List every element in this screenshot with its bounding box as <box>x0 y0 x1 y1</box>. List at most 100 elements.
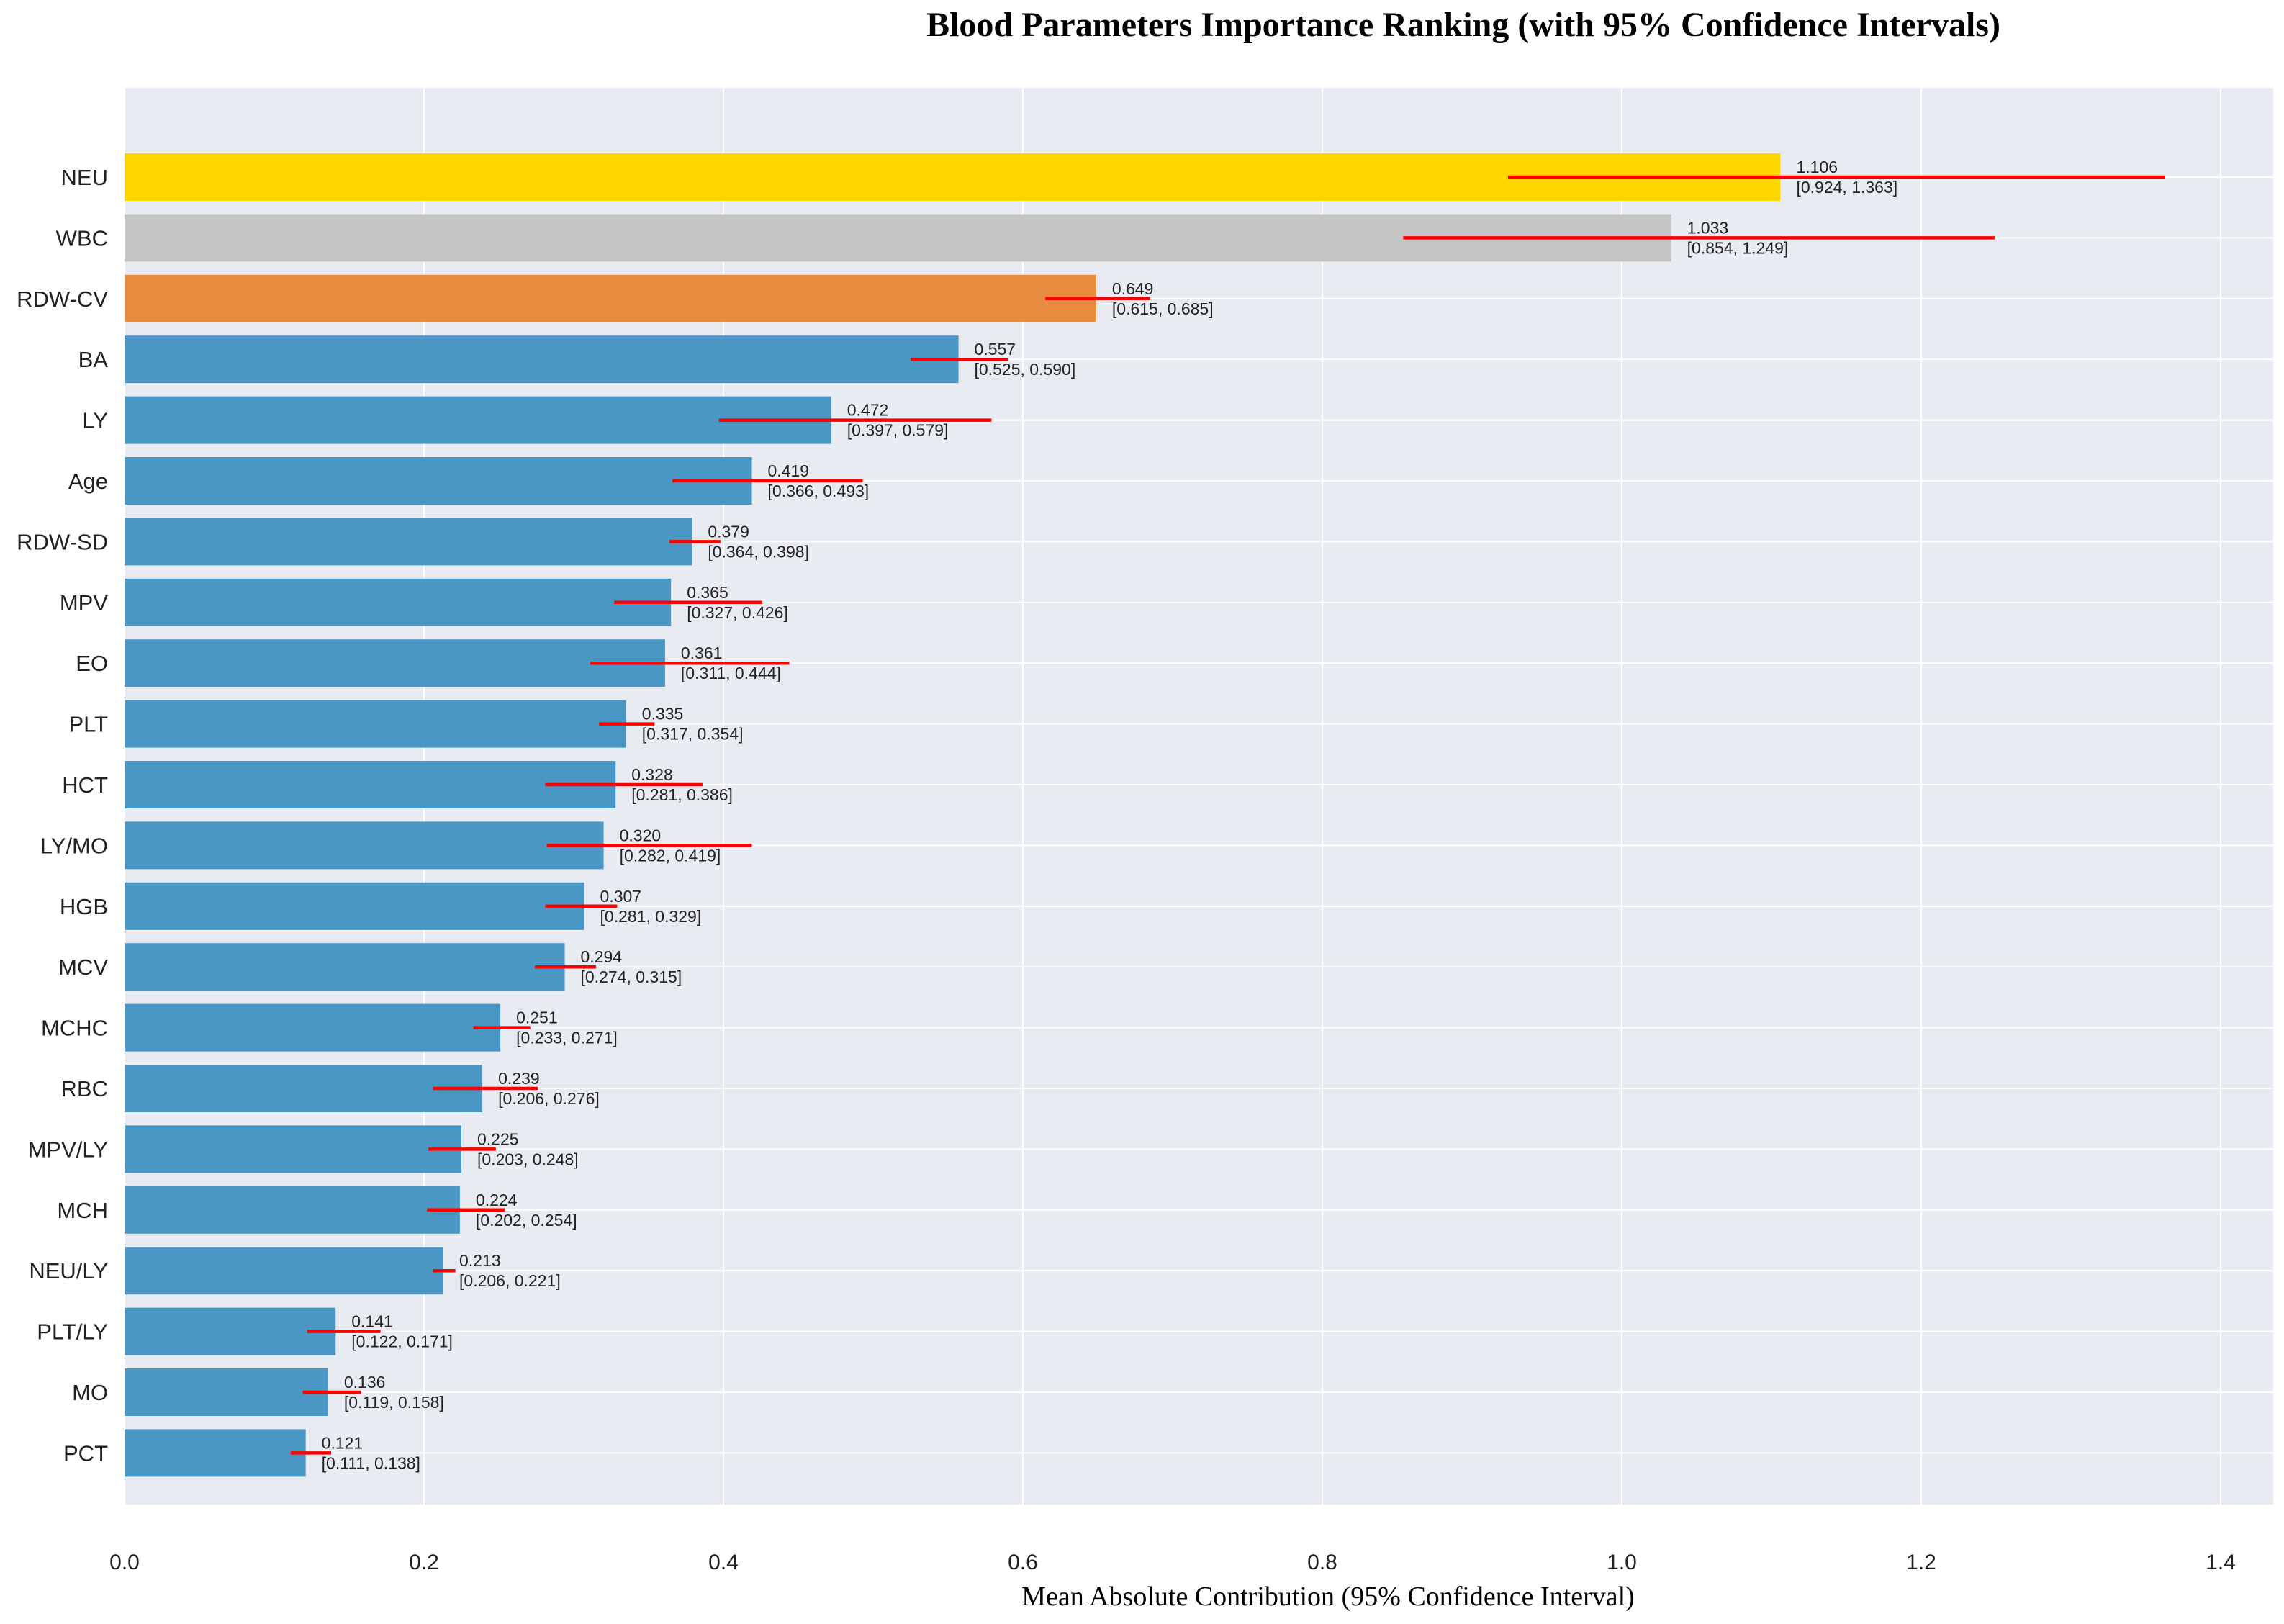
category-label: PLT/LY <box>37 1320 108 1345</box>
x-tick-label: 0.2 <box>409 1551 439 1574</box>
ci-label: [0.924, 1.363] <box>1796 178 1897 197</box>
ci-label: [0.233, 0.271] <box>516 1029 618 1047</box>
bar-mo <box>125 1368 328 1416</box>
category-label: PCT <box>63 1440 108 1466</box>
value-label: 0.649 <box>1112 279 1154 298</box>
bar-mpv <box>125 578 672 626</box>
bar-rdw-cv <box>125 274 1096 322</box>
value-label: 0.335 <box>642 705 684 723</box>
bar-ly <box>125 396 831 444</box>
category-label: RDW-SD <box>17 529 108 554</box>
value-label: 0.239 <box>498 1069 540 1088</box>
x-tick-label: 0.6 <box>1008 1551 1038 1574</box>
value-label: 0.121 <box>322 1433 364 1452</box>
ci-label: [0.203, 0.248] <box>477 1150 579 1168</box>
bar-plt <box>125 700 626 748</box>
x-tick-label: 1.2 <box>1906 1551 1936 1574</box>
ci-label: [0.281, 0.329] <box>600 907 702 926</box>
bar-neu-ly <box>125 1247 444 1295</box>
value-label: 0.307 <box>600 887 642 906</box>
bar-mch <box>125 1186 460 1234</box>
category-labels: NEU WBC RDW-CV BA LY Age RDW-SD MPV EO PLT HCT LY/M… <box>17 165 108 1466</box>
value-label: 0.213 <box>459 1251 501 1270</box>
ci-label: [0.364, 0.398] <box>708 542 809 561</box>
bar-eo <box>125 639 665 687</box>
ci-label: [0.282, 0.419] <box>620 846 721 865</box>
chart-title: Blood Parameters Importance Ranking (wit… <box>926 6 2000 44</box>
category-label: WBC <box>56 225 108 251</box>
ci-label: [0.397, 0.579] <box>847 421 949 440</box>
value-label: 0.294 <box>581 947 623 966</box>
bar-rbc <box>125 1065 483 1112</box>
value-label: 0.472 <box>847 401 889 420</box>
bar-hct <box>125 761 616 808</box>
x-tick-label: 0.8 <box>1307 1551 1337 1574</box>
value-label: 0.328 <box>631 765 673 784</box>
ci-label: [0.111, 0.138] <box>322 1453 420 1472</box>
category-label: HCT <box>62 772 108 798</box>
category-label: LY/MO <box>40 833 108 858</box>
ci-label: [0.274, 0.315] <box>581 967 682 986</box>
ci-label: [0.854, 1.249] <box>1687 238 1789 257</box>
bar-hgb <box>125 882 584 930</box>
category-label: NEU/LY <box>29 1258 108 1284</box>
category-label: MPV/LY <box>28 1137 108 1162</box>
x-tick-label: 1.0 <box>1607 1551 1637 1574</box>
category-label: PLT <box>68 712 108 737</box>
value-label: 0.361 <box>681 644 723 662</box>
ci-label: [0.366, 0.493] <box>768 482 870 500</box>
ci-label: [0.317, 0.354] <box>642 725 744 744</box>
x-tick-label: 0.0 <box>109 1551 140 1574</box>
x-tick-labels: 0.0 0.2 0.4 0.6 0.8 1.0 1.2 1.4 <box>109 1551 2236 1574</box>
bar-pct <box>125 1429 306 1477</box>
category-label: MCH <box>57 1198 108 1223</box>
ci-label: [0.206, 0.221] <box>459 1271 561 1290</box>
value-label: 0.365 <box>687 583 728 602</box>
x-axis-label: Mean Absolute Contribution (95% Confiden… <box>1021 1582 1635 1612</box>
category-label: RDW-CV <box>17 287 108 312</box>
category-label: MO <box>72 1380 108 1405</box>
value-label: 0.379 <box>708 522 749 541</box>
grid-lines <box>124 88 2273 1505</box>
category-label: RBC <box>61 1076 108 1101</box>
bar-mpv-ly <box>125 1125 461 1173</box>
bar-mchc <box>125 1003 501 1052</box>
error-bars <box>290 175 2166 1455</box>
value-label: 0.141 <box>351 1312 393 1331</box>
ci-label: [0.206, 0.276] <box>498 1089 600 1108</box>
value-label: 0.224 <box>476 1191 518 1209</box>
bar-mcv <box>125 943 565 991</box>
value-label: 0.136 <box>344 1373 386 1391</box>
bar-plt-ly <box>125 1307 336 1355</box>
x-tick-label: 1.4 <box>2206 1551 2236 1574</box>
bar-ba <box>125 335 959 384</box>
category-label: Age <box>68 469 108 494</box>
ci-label: [0.327, 0.426] <box>687 603 788 622</box>
category-label: MCHC <box>41 1016 108 1041</box>
bars <box>125 153 1781 1477</box>
category-label: LY <box>82 408 108 433</box>
value-label: 0.320 <box>620 826 662 844</box>
ci-label: [0.615, 0.685] <box>1112 299 1214 318</box>
ci-label: [0.525, 0.590] <box>975 360 1076 379</box>
bar-ly-mo <box>125 821 604 870</box>
bar-age <box>125 457 752 505</box>
ci-label: [0.119, 0.158] <box>344 1393 444 1412</box>
bar-rdw-sd <box>125 518 692 566</box>
category-label: EO <box>76 651 108 676</box>
category-label: NEU <box>61 165 108 190</box>
value-label: 0.557 <box>975 340 1016 358</box>
category-label: MPV <box>60 590 109 615</box>
category-label: MCV <box>58 955 108 980</box>
bar-neu <box>125 153 1781 201</box>
ci-label: [0.122, 0.171] <box>351 1332 453 1351</box>
value-label: 1.033 <box>1687 218 1729 237</box>
ci-label: [0.311, 0.444] <box>681 664 781 682</box>
ci-label: [0.281, 0.386] <box>631 785 733 804</box>
x-tick-label: 0.4 <box>708 1551 739 1574</box>
value-labels: 1.106 [0.924, 1.363] 1.033[0.854, 1.249] 0.… <box>322 158 1897 1472</box>
value-label: 0.419 <box>768 461 810 480</box>
value-label: 1.106 <box>1796 158 1838 176</box>
value-label: 0.251 <box>516 1009 558 1027</box>
